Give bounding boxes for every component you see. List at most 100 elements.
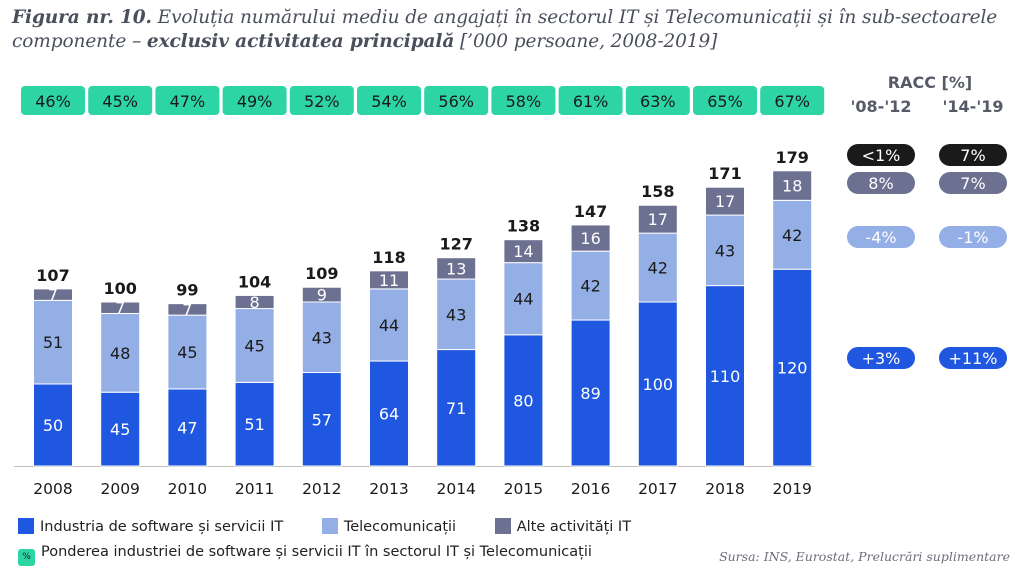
legend-row-2: % Ponderea industriei de software și serv… [18, 544, 592, 566]
bar-value-label: 42 [782, 226, 802, 245]
x-tick-label: 2012 [302, 480, 341, 498]
racc-pill [847, 144, 915, 166]
bar-value-label: 7 [48, 286, 58, 305]
bar-segment [234, 294, 275, 310]
share-pill-label: 54% [371, 92, 407, 111]
legend-label-share: Ponderea industriei de software și servi… [41, 544, 592, 560]
bar-value-label: 43 [312, 328, 332, 347]
bar-segment [301, 372, 342, 467]
x-tick-label: 2010 [168, 480, 207, 498]
bar-segment [369, 360, 409, 467]
share-pill [21, 86, 85, 115]
x-tick-label: 2015 [504, 480, 543, 498]
legend-swatch-other [494, 518, 511, 534]
bar-value-label: 57 [312, 410, 332, 429]
bar-segment [33, 288, 73, 301]
bar-segment [637, 204, 678, 234]
x-tick-label: 2011 [235, 480, 274, 498]
bar-value-label: 11 [379, 271, 399, 290]
legend-item-telecom: Telecomunicații [321, 518, 456, 535]
racc-value: -4% [865, 228, 896, 247]
bar-value-label: 18 [782, 177, 802, 196]
bar-segment [503, 239, 544, 264]
bar-value-label: 71 [446, 399, 466, 418]
bar-value-label: 110 [710, 367, 741, 386]
source-note: Sursa: INS, Eurostat, Prelucrări suplime… [719, 549, 1010, 564]
bar-total-label: 171 [708, 164, 741, 183]
racc-pill [847, 347, 915, 369]
share-pill [491, 86, 556, 115]
x-tick-label: 2009 [100, 480, 139, 498]
share-pill-label: 58% [506, 92, 542, 111]
bar-segment [369, 288, 409, 362]
share-pill-label: 49% [237, 92, 273, 111]
bar-total-label: 100 [103, 279, 136, 298]
legend-swatch-telecom [321, 518, 338, 534]
share-pill [625, 86, 690, 115]
racc-value: +11% [949, 349, 998, 368]
bar-value-label: 51 [244, 415, 264, 434]
share-pill [222, 86, 287, 115]
bar-value-label: 45 [244, 336, 264, 355]
share-pill-label: 47% [170, 92, 206, 111]
bar-total-label: 127 [439, 235, 472, 254]
bar-value-label: 9 [317, 286, 327, 305]
bar-value-label: 64 [379, 405, 399, 424]
bar-value-label: 43 [715, 241, 735, 260]
title-main: Evoluția numărului mediu de angajați în … [12, 7, 998, 52]
bar-segment [772, 268, 813, 467]
x-tick-label: 2018 [705, 480, 744, 498]
bar-total-label: 158 [641, 182, 674, 201]
bar-value-label: 50 [43, 416, 63, 435]
racc-value: 7% [960, 146, 985, 165]
bar-segment [369, 270, 409, 290]
bar-total-label: 147 [574, 202, 607, 221]
x-tick-label: 2019 [772, 480, 811, 498]
bar-segment [301, 286, 342, 303]
bar-segment [100, 312, 141, 393]
legend-swatch-software [18, 518, 34, 534]
bar-value-label: 13 [446, 259, 466, 278]
legend-label-software: Industria de software și servicii IT [40, 519, 284, 535]
bar-value-label: 89 [580, 384, 600, 403]
racc-value: +3% [862, 349, 901, 368]
bar-value-label: 17 [715, 192, 735, 211]
bar-segment [503, 334, 544, 467]
bar-segment [772, 170, 813, 201]
bar-value-label: 47 [177, 418, 197, 437]
bar-total-label: 138 [507, 217, 540, 236]
x-tick-label: 2013 [369, 480, 408, 498]
racc-pill [847, 226, 915, 248]
bar-segment [301, 301, 342, 374]
share-pill [693, 86, 757, 115]
bar-total-label: 99 [176, 281, 198, 300]
bar-value-label: 51 [43, 333, 63, 352]
bar-segment [436, 257, 477, 280]
racc-pill [939, 347, 1007, 369]
bar-total-label: 179 [775, 148, 808, 167]
bar-value-label: 8 [250, 293, 260, 312]
bar-segment [436, 349, 477, 467]
share-pill [289, 86, 354, 115]
share-pill-label: 52% [304, 92, 340, 111]
bar-segment [570, 250, 611, 321]
bar-segment [167, 388, 208, 467]
bar-segment [167, 303, 208, 316]
bar-value-label: 7 [182, 300, 192, 319]
x-tick-label: 2017 [638, 480, 677, 498]
x-tick-label: 2014 [436, 480, 475, 498]
bar-segment [503, 262, 544, 336]
bar-segment [772, 199, 813, 270]
share-pill [88, 86, 153, 115]
bar-value-label: 48 [110, 344, 130, 363]
bar-value-label: 45 [110, 420, 130, 439]
bar-segment [637, 301, 678, 467]
bar-value-label: 7 [115, 299, 125, 318]
percent-icon: % [18, 549, 35, 566]
bar-total-label: 107 [36, 266, 69, 285]
racc-value: 7% [960, 174, 985, 193]
share-pill [424, 86, 489, 115]
racc-pill [847, 172, 915, 194]
share-pill [357, 86, 421, 115]
